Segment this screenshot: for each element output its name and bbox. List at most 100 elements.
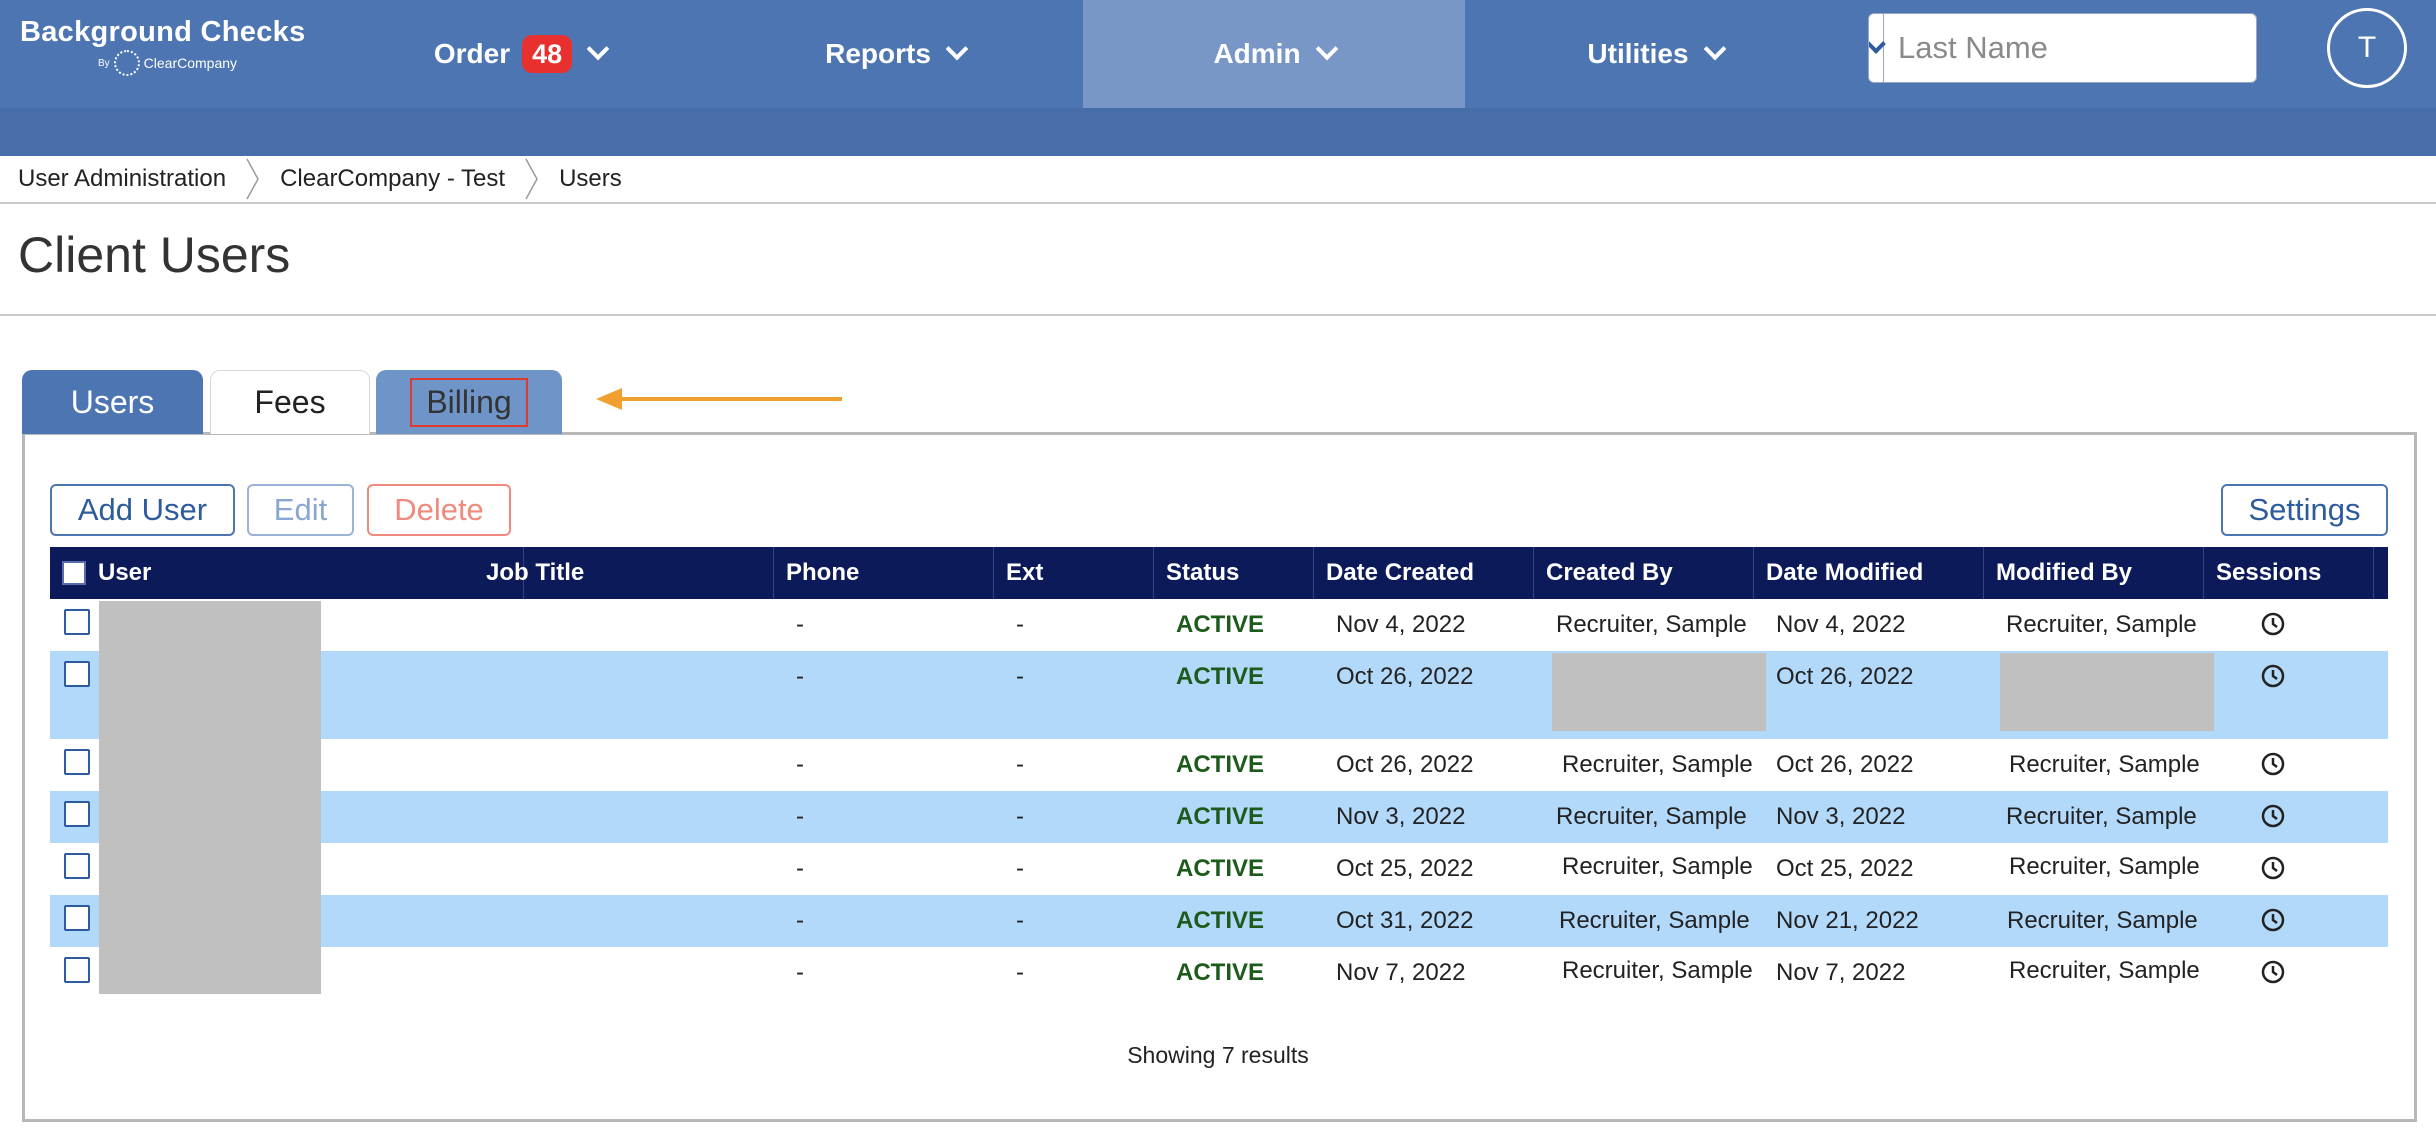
chevron-down-icon [586, 37, 610, 61]
divider [0, 314, 2436, 316]
column-header-date-modified[interactable]: Date Modified [1754, 547, 1984, 599]
date-modified-cell: Nov 4, 2022 [1776, 611, 1906, 638]
date-created-cell: Nov 4, 2022 [1336, 611, 1466, 638]
tab-billing-label: Billing [410, 377, 528, 427]
results-count: Showing 7 results [1127, 1042, 1309, 1068]
nav-order[interactable]: Order 48 [390, 0, 650, 108]
date-created-cell: Oct 26, 2022 [1336, 663, 1474, 690]
nav-admin-label: Admin [1213, 38, 1301, 69]
date-created-cell: Nov 7, 2022 [1336, 959, 1466, 986]
status-badge: ACTIVE [1176, 663, 1265, 690]
tab-billing[interactable]: Billing [376, 370, 562, 434]
column-header-status[interactable]: Status [1154, 547, 1314, 599]
delete-button[interactable]: Delete [367, 484, 511, 536]
row-checkbox[interactable] [64, 853, 90, 879]
order-count-badge: 48 [522, 35, 573, 73]
status-badge: ACTIVE [1176, 907, 1265, 934]
table-row[interactable]: - - ACTIVE Oct 26, 2022 Oct 26, 2022 [50, 651, 2388, 739]
breadcrumb-separator [246, 155, 260, 203]
table-row[interactable]: - - ACTIVE Nov 4, 2022 Recruiter, Sample… [50, 599, 2388, 651]
row-checkbox[interactable] [64, 661, 90, 687]
phone-cell: - [796, 855, 804, 882]
add-user-button[interactable]: Add User [50, 484, 235, 536]
table-header: User Job Title Phone Ext Status Date Cre… [50, 547, 2388, 599]
column-header-created-by[interactable]: Created By [1534, 547, 1754, 599]
clock-icon[interactable] [2260, 907, 2286, 933]
row-checkbox[interactable] [64, 609, 90, 635]
page-title: Client Users [18, 227, 291, 283]
column-header-date-created[interactable]: Date Created [1314, 547, 1534, 599]
brand-company: ClearCompany [143, 55, 238, 71]
row-checkbox[interactable] [64, 749, 90, 775]
created-by-cell: Recruiter, Sample [1562, 751, 1753, 778]
modified-by-cell: Recruiter, Sample [2009, 853, 2200, 880]
clock-icon[interactable] [2260, 611, 2286, 637]
phone-cell: - [796, 959, 804, 986]
column-header-ext[interactable]: Ext [994, 547, 1154, 599]
row-checkbox[interactable] [64, 957, 90, 983]
search-bar [1868, 13, 2257, 83]
created-by-cell: Recruiter, Sample [1556, 803, 1747, 830]
breadcrumb-user-administration[interactable]: User Administration [18, 165, 227, 192]
clock-icon[interactable] [2260, 803, 2286, 829]
column-header-job-title[interactable]: Job Title [474, 547, 774, 599]
row-checkbox[interactable] [64, 905, 90, 931]
modified-by-cell: Recruiter, Sample [2007, 907, 2198, 934]
nav-utilities[interactable]: Utilities [1520, 0, 1790, 108]
date-created-cell: Oct 31, 2022 [1336, 907, 1474, 934]
clock-icon[interactable] [2260, 751, 2286, 777]
date-modified-cell: Oct 25, 2022 [1776, 855, 1914, 882]
settings-button[interactable]: Settings [2221, 484, 2388, 536]
phone-cell: - [796, 611, 804, 638]
ext-cell: - [1016, 751, 1024, 778]
date-created-cell: Oct 25, 2022 [1336, 855, 1474, 882]
modified-by-cell: Recruiter, Sample [2006, 611, 2197, 638]
search-type-dropdown[interactable] [1869, 14, 1886, 82]
nav-admin[interactable]: Admin [1083, 0, 1465, 108]
date-created-cell: Oct 26, 2022 [1336, 751, 1474, 778]
table-row[interactable]: - - ACTIVE Nov 3, 2022 Recruiter, Sample… [50, 791, 2388, 843]
created-by-cell: Recruiter, Sample [1559, 907, 1750, 934]
brand-subtitle: By ClearCompany [98, 50, 237, 76]
table-row[interactable]: - - ACTIVE Oct 26, 2022 Recruiter, Sampl… [50, 739, 2388, 791]
sub-navigation-bar [0, 108, 2436, 156]
date-created-cell: Nov 3, 2022 [1336, 803, 1466, 830]
created-by-cell: Recruiter, Sample [1562, 957, 1753, 984]
clock-icon[interactable] [2260, 663, 2286, 689]
column-header-modified-by[interactable]: Modified By [1984, 547, 2204, 599]
column-header-user[interactable]: User [86, 547, 524, 599]
ext-cell: - [1016, 663, 1024, 690]
tab-fees[interactable]: Fees [210, 370, 370, 434]
redacted-modified-by [2000, 653, 2214, 731]
date-modified-cell: Nov 21, 2022 [1776, 907, 1919, 934]
breadcrumb-separator [525, 155, 539, 203]
clock-icon[interactable] [2260, 959, 2286, 985]
nav-reports[interactable]: Reports [760, 0, 1030, 108]
select-all-checkbox[interactable] [62, 561, 86, 585]
date-modified-cell: Nov 7, 2022 [1776, 959, 1906, 986]
chevron-down-icon [1315, 37, 1338, 61]
edit-button[interactable]: Edit [247, 484, 354, 536]
column-header-phone[interactable]: Phone [774, 547, 994, 599]
table-row[interactable]: - - ACTIVE Oct 25, 2022 Recruiter, Sampl… [50, 843, 2388, 895]
table-row[interactable]: - - ACTIVE Oct 31, 2022 Recruiter, Sampl… [50, 895, 2388, 947]
search-input[interactable] [1884, 14, 2256, 82]
breadcrumb-users: Users [559, 165, 622, 192]
date-modified-cell: Oct 26, 2022 [1776, 663, 1914, 690]
clock-icon[interactable] [2260, 855, 2286, 881]
status-badge: ACTIVE [1176, 751, 1265, 778]
tab-users[interactable]: Users [22, 370, 203, 434]
user-avatar[interactable]: T [2327, 8, 2407, 88]
created-by-cell: Recruiter, Sample [1562, 853, 1753, 880]
chevron-down-icon [1703, 37, 1726, 61]
created-by-cell: Recruiter, Sample [1556, 611, 1747, 638]
row-checkbox[interactable] [64, 801, 90, 827]
status-badge: ACTIVE [1176, 803, 1265, 830]
status-badge: ACTIVE [1176, 611, 1265, 638]
breadcrumb-clearcompany-test[interactable]: ClearCompany - Test [280, 165, 506, 192]
table-row[interactable]: - - ACTIVE Nov 7, 2022 Recruiter, Sample… [50, 947, 2388, 999]
brand-logo[interactable]: Background Checks By ClearCompany [20, 16, 306, 76]
phone-cell: - [796, 663, 804, 690]
column-header-sessions[interactable]: Sessions [2204, 547, 2374, 599]
modified-by-cell: Recruiter, Sample [2009, 751, 2200, 778]
